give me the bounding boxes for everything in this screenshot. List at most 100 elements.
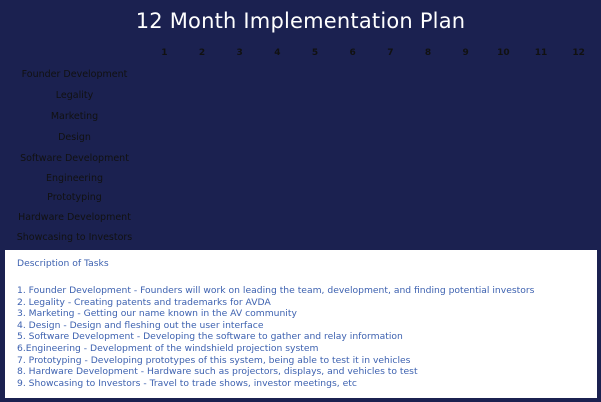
gantt-bar-cell bbox=[485, 86, 522, 105]
description-item: 7. Prototyping - Developing prototypes o… bbox=[17, 354, 411, 366]
gantt-empty-cell bbox=[410, 208, 447, 227]
gantt-empty-cell bbox=[372, 86, 409, 105]
gantt-bar-cell bbox=[259, 64, 296, 84]
month-header: 4 bbox=[274, 48, 281, 58]
task-label: Design bbox=[58, 132, 91, 143]
task-label: Engineering bbox=[46, 173, 103, 184]
gantt-empty-cell bbox=[184, 107, 221, 126]
gantt-empty-cell bbox=[410, 86, 447, 105]
gantt-empty-cell bbox=[485, 208, 522, 227]
gantt-empty-cell bbox=[184, 189, 221, 206]
gantt-empty-cell bbox=[372, 189, 409, 206]
gantt-bar-cell bbox=[560, 64, 598, 84]
gantt-empty-cell bbox=[523, 170, 560, 187]
gantt-empty-cell bbox=[297, 107, 334, 126]
gantt-empty-cell bbox=[221, 107, 258, 126]
gantt-bar-cell bbox=[183, 229, 221, 246]
gantt-empty-cell bbox=[372, 208, 409, 227]
page-title: 12 Month Implementation Plan bbox=[135, 9, 466, 33]
gantt-empty-cell bbox=[560, 189, 597, 206]
gantt-bar-cell bbox=[146, 128, 183, 147]
gantt-bar-cell bbox=[522, 64, 560, 84]
gantt-empty-cell bbox=[184, 86, 221, 105]
gantt-bar-cell bbox=[409, 149, 447, 168]
description-item: 8. Hardware Development - Hardware such … bbox=[17, 366, 418, 378]
task-label: Software Development bbox=[20, 153, 129, 164]
task-label: Showcasing to Investors bbox=[16, 232, 133, 243]
gantt-bar-cell bbox=[259, 229, 296, 246]
description-item: 5. Software Development - Developing the… bbox=[17, 331, 403, 343]
gantt-bar-cell bbox=[146, 229, 183, 246]
gantt-empty-cell bbox=[334, 189, 371, 206]
month-header: 9 bbox=[462, 48, 469, 58]
description-heading: Description of Tasks bbox=[17, 258, 109, 269]
gantt-empty-cell bbox=[560, 128, 597, 147]
gantt-empty-cell bbox=[447, 208, 484, 227]
gantt-bar-cell bbox=[372, 64, 409, 84]
gantt-bar-cell bbox=[485, 107, 522, 126]
gantt-empty-cell bbox=[334, 107, 371, 126]
gantt-empty-cell bbox=[523, 86, 560, 105]
gantt-bar-cell bbox=[409, 128, 447, 147]
gantt-empty-cell bbox=[560, 149, 597, 168]
gantt-bar-cell bbox=[296, 229, 334, 246]
gantt-empty-cell bbox=[485, 189, 522, 206]
gantt-bar-cell bbox=[485, 229, 522, 246]
gantt-empty-cell bbox=[146, 107, 183, 126]
task-label: Marketing bbox=[50, 111, 99, 122]
task-label: Legality bbox=[55, 90, 94, 101]
gantt-bar-cell bbox=[447, 189, 485, 206]
month-header: 12 bbox=[572, 48, 585, 58]
gantt-empty-cell bbox=[297, 86, 334, 105]
month-header: 2 bbox=[198, 48, 206, 58]
gantt-bar-cell bbox=[296, 128, 334, 147]
gantt-bar-cell bbox=[334, 128, 371, 147]
gantt-bar-cell bbox=[447, 107, 485, 126]
gantt-bar-cell bbox=[409, 229, 447, 246]
gantt-empty-cell bbox=[372, 107, 409, 126]
month-header: 11 bbox=[534, 48, 548, 58]
month-header: 3 bbox=[236, 48, 243, 58]
gantt-bar-cell bbox=[522, 107, 560, 126]
gantt-empty-cell bbox=[447, 170, 484, 187]
gantt-bar-cell bbox=[183, 149, 221, 168]
month-header: 10 bbox=[497, 48, 510, 58]
gantt-bar-cell bbox=[560, 229, 598, 246]
gantt-bar-cell bbox=[221, 64, 258, 84]
gantt-empty-cell bbox=[485, 128, 522, 147]
gantt-bar-cell bbox=[296, 170, 334, 187]
gantt-bar-cell bbox=[447, 64, 485, 84]
description-item: 1. Founder Development - Founders will w… bbox=[17, 285, 535, 296]
gantt-bar-cell bbox=[259, 149, 296, 168]
gantt-bar-cell bbox=[372, 229, 409, 246]
gantt-bar-cell bbox=[447, 229, 485, 246]
gantt-bar-cell bbox=[485, 64, 522, 84]
gantt-bar-cell bbox=[560, 107, 598, 126]
gantt-bar-cell bbox=[221, 128, 258, 147]
gantt-empty-cell bbox=[560, 208, 597, 227]
task-description-panel: Description of Tasks 1. Founder Developm… bbox=[5, 250, 597, 398]
gantt-empty-cell bbox=[447, 86, 484, 105]
gantt-bar-cell bbox=[372, 170, 409, 187]
gantt-empty-cell bbox=[184, 170, 221, 187]
month-header: 1 bbox=[161, 48, 168, 58]
task-label: Founder Development bbox=[21, 68, 128, 80]
month-header: 8 bbox=[424, 48, 432, 58]
gantt-bar-cell bbox=[221, 208, 258, 227]
gantt-empty-cell bbox=[259, 107, 296, 126]
gantt-empty-cell bbox=[447, 149, 484, 168]
gantt-bar-cell bbox=[183, 64, 221, 84]
gantt-empty-cell bbox=[334, 86, 371, 105]
description-item: 9. Showcasing to Investors - Travel to t… bbox=[17, 377, 357, 389]
gantt-bar-cell bbox=[409, 170, 447, 187]
gantt-empty-cell bbox=[523, 149, 560, 168]
gantt-empty-cell bbox=[146, 208, 183, 227]
gantt-empty-cell bbox=[146, 86, 183, 105]
gantt-empty-cell bbox=[221, 86, 258, 105]
description-item: 4. Design - Design and fleshing out the … bbox=[17, 319, 264, 331]
gantt-empty-cell bbox=[523, 128, 560, 147]
gantt-empty-cell bbox=[259, 208, 296, 227]
gantt-bar-cell bbox=[221, 229, 258, 246]
gantt-bar-cell bbox=[259, 170, 296, 187]
gantt-empty-cell bbox=[485, 149, 522, 168]
